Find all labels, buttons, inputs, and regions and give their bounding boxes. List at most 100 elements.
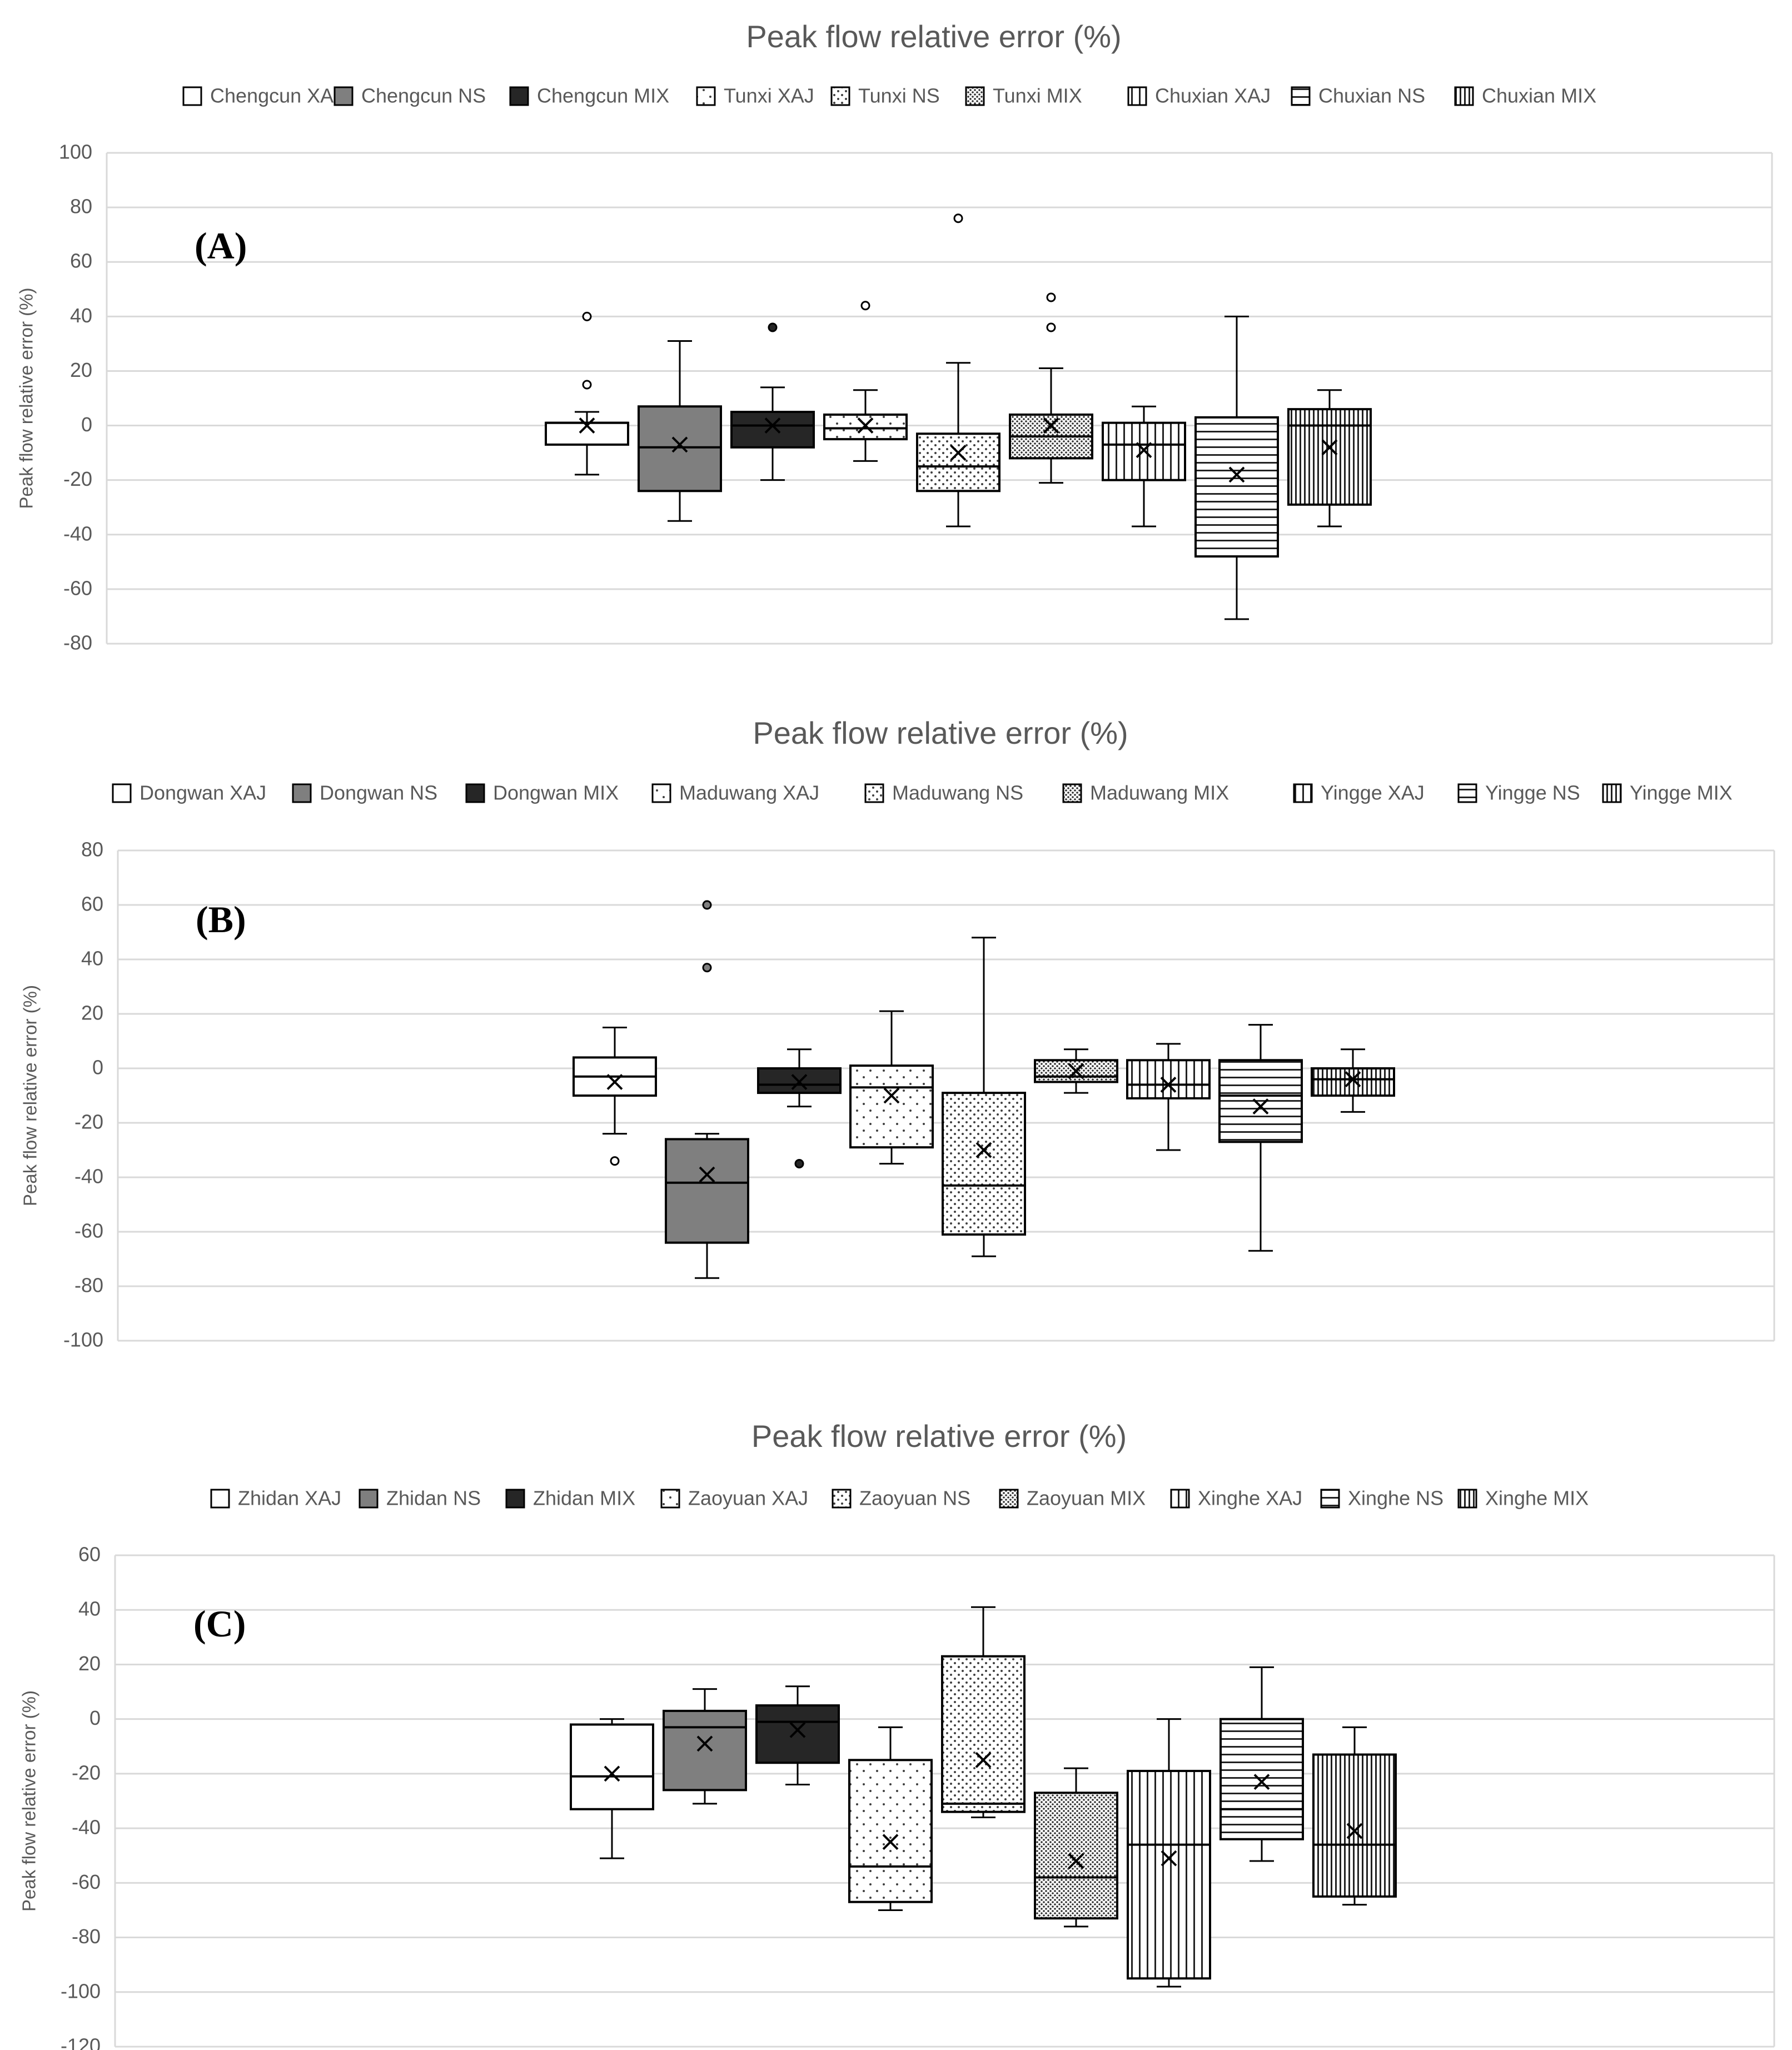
y-tick-label: -100 (63, 1328, 103, 1351)
legend-swatch (333, 86, 354, 106)
legend-label: Maduwang MIX (1090, 782, 1229, 804)
box-iqr (1127, 1769, 1211, 1980)
box-plot (665, 900, 749, 1279)
box-plot (941, 1606, 1026, 1818)
outlier-point (1046, 322, 1056, 332)
legend-swatch (1293, 783, 1313, 803)
box-plot (730, 322, 815, 481)
outlier-point (610, 1156, 620, 1166)
legend-label: Xinghe XAJ (1198, 1487, 1302, 1510)
box-iqr (638, 405, 722, 492)
legend-swatch (660, 1489, 680, 1509)
y-tick-label: 20 (81, 1002, 103, 1024)
legend-label: Chuxian XAJ (1155, 84, 1271, 107)
legend-label: Xinghe NS (1348, 1487, 1443, 1510)
legend-item: Tunxi NS (830, 84, 940, 107)
legend-label: Chengcun NS (361, 84, 486, 107)
legend-swatch (1454, 86, 1474, 106)
legend-label: Zhidan MIX (533, 1487, 635, 1510)
legend-label: Chengcun XAJ (210, 84, 344, 107)
legend-item: Maduwang XAJ (651, 782, 819, 804)
y-tick-label: 20 (78, 1652, 101, 1675)
box-plot (663, 1688, 747, 1805)
box-plot (573, 1027, 657, 1166)
mean-marker (579, 417, 595, 434)
legend-swatch (1602, 783, 1622, 803)
legend-swatch (832, 1489, 852, 1509)
legend-item: Zaoyuan MIX (999, 1487, 1146, 1510)
y-tick-label: -40 (72, 1816, 101, 1839)
y-tick-label: -60 (74, 1220, 103, 1242)
y-tick-label: 40 (78, 1598, 101, 1620)
box-plot (1194, 315, 1279, 620)
box-iqr (942, 1092, 1026, 1236)
y-tick-label: -80 (74, 1274, 103, 1297)
mean-marker (789, 1721, 806, 1738)
box-iqr (545, 421, 629, 446)
legend-item: Dongwan XAJ (112, 782, 266, 804)
box-plot (848, 1726, 933, 1911)
legend-item: Zaoyuan NS (832, 1487, 970, 1510)
legend-item: Chengcun XAJ (182, 84, 344, 107)
y-tick-label: -20 (72, 1761, 101, 1784)
legend-label: Xinghe MIX (1485, 1487, 1589, 1510)
chart-panel-3: Peak flow relative error (%) Zhidan XAJ Zh… (19, 1419, 1775, 2050)
mean-marker (1253, 1774, 1270, 1790)
box-iqr (1311, 1067, 1395, 1097)
box-plot (570, 1718, 654, 1859)
outlier-point (860, 301, 870, 311)
y-axis-label: Peak flow relative error (%) (19, 1690, 39, 1912)
legend-item: Chengcun NS (333, 84, 486, 107)
legend-swatch (864, 783, 884, 803)
box-iqr (849, 1064, 934, 1149)
legend-swatch (965, 86, 985, 106)
y-tick-label: -20 (74, 1111, 103, 1133)
y-tick-label: -40 (63, 522, 92, 545)
box-iqr (730, 411, 815, 449)
mean-marker (1252, 1098, 1269, 1115)
y-tick-label: 0 (81, 413, 92, 436)
legend-swatch (509, 86, 529, 106)
legend-label: Zaoyuan MIX (1027, 1487, 1146, 1510)
box-iqr (1287, 408, 1372, 506)
legend-swatch (505, 1489, 525, 1509)
mean-marker (1136, 442, 1152, 459)
mean-marker (791, 1074, 808, 1090)
legend-label: Dongwan XAJ (140, 782, 266, 804)
box-iqr (570, 1723, 654, 1810)
legend-swatch (1291, 86, 1311, 106)
mean-marker (1160, 1076, 1177, 1093)
box-iqr (941, 1655, 1026, 1813)
legend-swatch (830, 86, 850, 106)
box-plot (757, 1048, 842, 1168)
mean-marker (857, 417, 874, 434)
mean-marker (764, 417, 781, 434)
box-plot (1034, 1767, 1118, 1928)
legend-item: Zhidan XAJ (210, 1487, 341, 1510)
box-iqr (665, 1138, 749, 1244)
y-tick-label: -60 (72, 1870, 101, 1893)
y-tick-label: 60 (78, 1543, 101, 1566)
mean-marker (606, 1074, 623, 1090)
box-plot (942, 937, 1026, 1257)
box-plot (1218, 1024, 1303, 1252)
legend-label: Dongwan MIX (493, 782, 619, 804)
chart-title: Peak flow relative error (%) (751, 1419, 1127, 1454)
mean-marker (1346, 1823, 1363, 1839)
legend-item: Xinghe MIX (1457, 1487, 1589, 1510)
mean-marker (699, 1166, 715, 1183)
legend-item: Xinghe NS (1320, 1487, 1443, 1510)
mean-marker (950, 445, 967, 461)
box-plot (1009, 292, 1093, 484)
box-iqr (755, 1704, 840, 1764)
y-tick-label: -100 (61, 1979, 101, 2002)
outlier-point (582, 311, 592, 321)
outlier-point (702, 900, 712, 910)
outlier-point (582, 380, 592, 390)
outlier-point (794, 1159, 804, 1168)
legend-item: Tunxi MIX (965, 84, 1082, 107)
y-tick-label: 80 (81, 838, 103, 861)
legend-swatch (651, 783, 671, 803)
legend-label: Zhidan NS (386, 1487, 481, 1510)
